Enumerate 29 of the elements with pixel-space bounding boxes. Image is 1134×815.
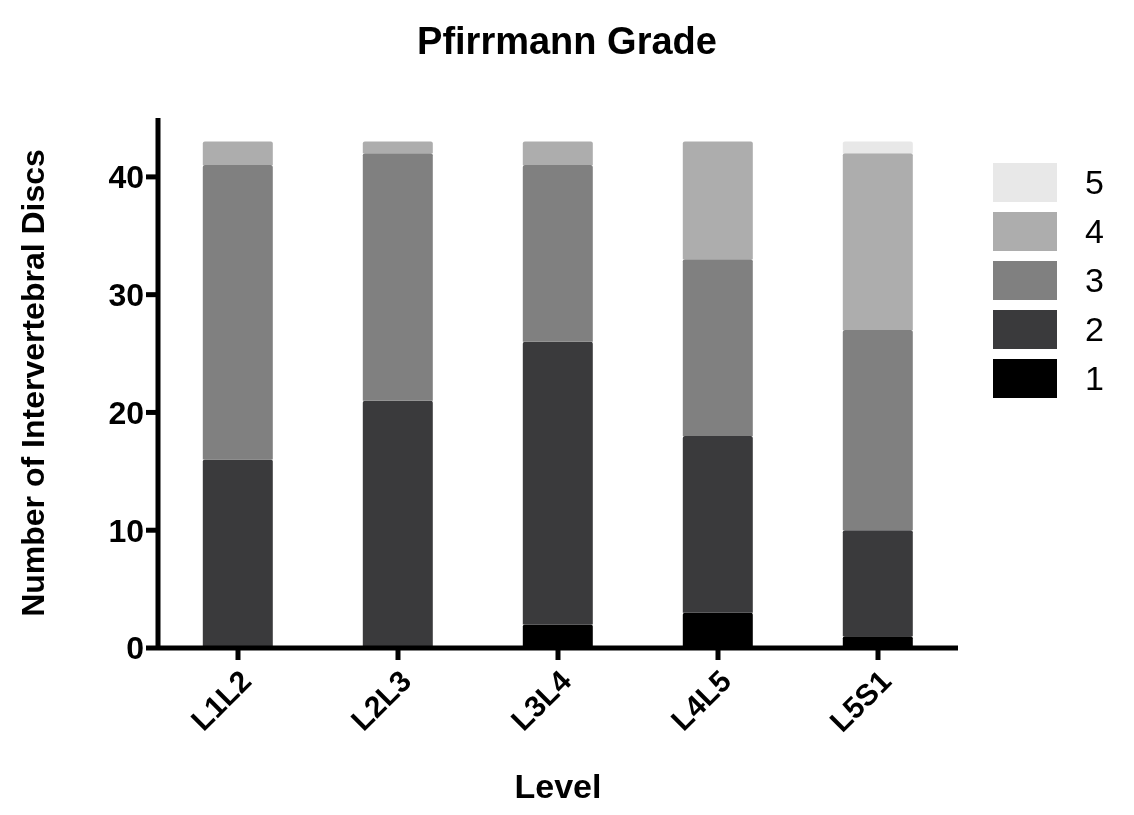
bar xyxy=(202,459,273,648)
bar xyxy=(842,530,913,637)
y-tick-label: 10 xyxy=(108,512,144,549)
legend-label: 4 xyxy=(1085,212,1104,251)
bar xyxy=(522,165,593,342)
legend-label: 2 xyxy=(1085,310,1104,349)
legend-label: 5 xyxy=(1085,163,1104,202)
legend-label: 1 xyxy=(1085,359,1104,398)
bar xyxy=(682,436,753,613)
bar xyxy=(842,330,913,531)
bar xyxy=(522,141,593,166)
y-tick-label: 30 xyxy=(108,277,144,314)
y-axis-title: Number of Intervertebral Discs xyxy=(15,149,52,617)
bar xyxy=(362,153,433,401)
bar xyxy=(202,165,273,460)
bar xyxy=(842,153,913,330)
y-tick-label: 40 xyxy=(108,159,144,196)
bar xyxy=(362,141,433,154)
bar xyxy=(842,141,913,154)
bar xyxy=(682,259,753,436)
y-tick-label: 20 xyxy=(108,394,144,431)
legend-label: 3 xyxy=(1085,261,1104,300)
x-axis-title: Level xyxy=(514,767,602,805)
bar xyxy=(682,141,753,260)
bar xyxy=(522,341,593,625)
y-tick-label: 0 xyxy=(126,630,144,667)
bar xyxy=(202,141,273,166)
bar xyxy=(362,400,433,648)
chart-title: Pfirrmann Grade xyxy=(416,20,718,63)
